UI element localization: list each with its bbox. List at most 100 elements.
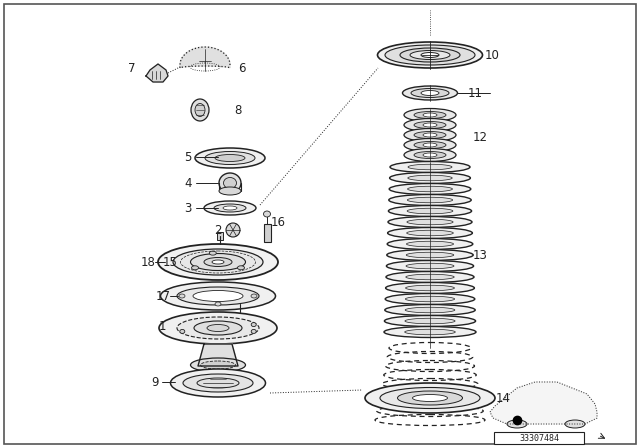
Polygon shape: [198, 344, 238, 366]
Ellipse shape: [384, 327, 476, 337]
Ellipse shape: [386, 271, 474, 283]
Polygon shape: [490, 382, 597, 424]
Ellipse shape: [205, 151, 255, 164]
Text: 33307484: 33307484: [519, 434, 559, 443]
Ellipse shape: [423, 123, 437, 127]
Text: 6: 6: [238, 61, 246, 74]
Ellipse shape: [385, 283, 474, 293]
Ellipse shape: [380, 388, 480, 409]
Ellipse shape: [159, 312, 277, 344]
Ellipse shape: [195, 103, 205, 116]
Ellipse shape: [414, 121, 446, 129]
Text: 15: 15: [163, 255, 177, 268]
Polygon shape: [146, 64, 168, 82]
Ellipse shape: [264, 211, 271, 217]
Ellipse shape: [407, 219, 453, 225]
Text: 16: 16: [271, 215, 285, 228]
Text: 3: 3: [184, 202, 192, 215]
Ellipse shape: [400, 48, 460, 62]
Bar: [494, 432, 584, 444]
Ellipse shape: [406, 285, 454, 291]
Ellipse shape: [421, 52, 439, 57]
Ellipse shape: [507, 420, 527, 428]
Text: 7: 7: [128, 61, 136, 74]
Ellipse shape: [209, 251, 216, 255]
Text: 17: 17: [156, 289, 170, 302]
Ellipse shape: [406, 274, 454, 280]
Ellipse shape: [385, 293, 475, 305]
Text: 14: 14: [495, 392, 511, 405]
Ellipse shape: [565, 420, 585, 428]
Ellipse shape: [191, 254, 246, 271]
Ellipse shape: [388, 216, 472, 228]
Ellipse shape: [183, 374, 253, 392]
Ellipse shape: [407, 208, 453, 214]
Ellipse shape: [390, 161, 470, 172]
Text: 10: 10: [484, 48, 499, 61]
Ellipse shape: [404, 138, 456, 151]
Ellipse shape: [414, 132, 446, 138]
Ellipse shape: [223, 177, 237, 189]
Ellipse shape: [404, 108, 456, 121]
Ellipse shape: [388, 206, 472, 216]
Text: 13: 13: [472, 249, 488, 262]
Ellipse shape: [237, 266, 244, 270]
Text: 18: 18: [141, 255, 156, 268]
Ellipse shape: [423, 153, 437, 157]
Bar: [264, 224, 271, 242]
Ellipse shape: [408, 175, 452, 181]
Ellipse shape: [365, 383, 495, 413]
Ellipse shape: [404, 329, 455, 335]
Ellipse shape: [198, 362, 238, 370]
Ellipse shape: [423, 113, 437, 117]
Ellipse shape: [251, 294, 257, 298]
Text: 8: 8: [234, 103, 242, 116]
Ellipse shape: [191, 99, 209, 121]
Ellipse shape: [212, 260, 224, 264]
Ellipse shape: [385, 315, 476, 327]
Ellipse shape: [194, 321, 242, 335]
Ellipse shape: [414, 151, 446, 159]
Ellipse shape: [180, 329, 185, 333]
Ellipse shape: [215, 155, 245, 161]
Ellipse shape: [406, 241, 454, 247]
Ellipse shape: [173, 249, 263, 275]
Ellipse shape: [414, 112, 446, 119]
Ellipse shape: [170, 369, 266, 397]
Polygon shape: [180, 47, 230, 68]
Ellipse shape: [219, 173, 241, 193]
Ellipse shape: [197, 378, 239, 388]
Ellipse shape: [407, 197, 452, 203]
Text: 5: 5: [184, 151, 192, 164]
Bar: [236, 298, 244, 306]
Ellipse shape: [191, 266, 198, 270]
Ellipse shape: [405, 318, 455, 324]
Text: 12: 12: [472, 130, 488, 143]
Ellipse shape: [397, 391, 463, 405]
Ellipse shape: [406, 230, 453, 236]
Ellipse shape: [411, 89, 449, 98]
Ellipse shape: [408, 186, 452, 192]
Ellipse shape: [191, 358, 246, 372]
Ellipse shape: [223, 206, 237, 210]
Ellipse shape: [408, 164, 452, 170]
Ellipse shape: [252, 329, 256, 333]
Ellipse shape: [413, 395, 447, 401]
Text: 11: 11: [467, 86, 483, 99]
Ellipse shape: [179, 294, 185, 298]
Ellipse shape: [161, 282, 275, 310]
Ellipse shape: [385, 45, 475, 65]
Ellipse shape: [404, 129, 456, 142]
Ellipse shape: [214, 204, 246, 212]
Ellipse shape: [200, 361, 236, 369]
Ellipse shape: [387, 250, 473, 260]
Bar: [217, 232, 223, 240]
Ellipse shape: [207, 324, 229, 332]
Ellipse shape: [388, 228, 472, 238]
Ellipse shape: [193, 290, 243, 302]
Ellipse shape: [423, 133, 437, 137]
Ellipse shape: [423, 143, 437, 147]
Ellipse shape: [387, 260, 474, 271]
Ellipse shape: [158, 244, 278, 280]
Ellipse shape: [177, 317, 259, 339]
